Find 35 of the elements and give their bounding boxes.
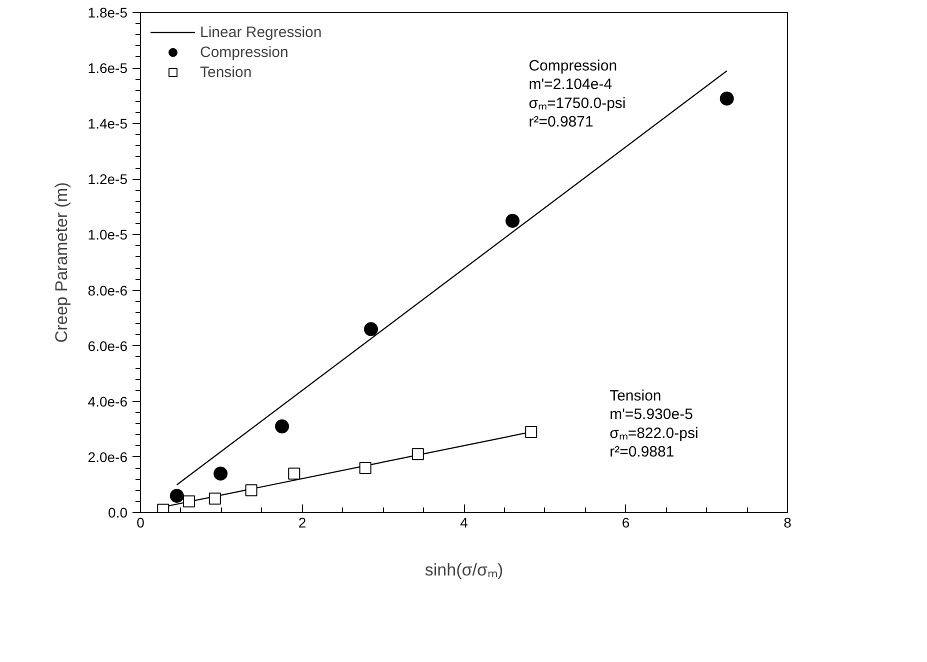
point [183,495,196,508]
point [214,466,228,481]
point [275,419,290,434]
point [506,214,520,228]
point [359,462,372,474]
point [525,426,538,438]
x-tick-label: 2 [298,514,306,530]
x-tick-label: 8 [784,514,792,530]
y-tick-label: 4.0e-6 [88,393,128,410]
point [364,322,378,336]
y-tick-label: 1.4e-5 [88,116,128,132]
y-tick-label: 0.0 [108,504,128,520]
annotation: Tension m'=5.930e-5 σₘ=822.0-psi r²=0.9881 [610,388,698,461]
x-tick-label: 4 [460,514,468,530]
point [412,448,424,460]
y-tick-label: 1.6e-5 [88,60,128,76]
point [208,492,221,505]
legend-label: Linear Regression [200,24,322,40]
x-tick-label: 6 [622,514,630,530]
y-tick-label: 2.0e-6 [88,448,128,465]
y-tick-label: 8.0e-6 [88,282,128,298]
point [720,92,734,106]
point [288,468,300,480]
y-tick-label: 1.2e-5 [88,171,128,188]
x-axis-title: sinh(σ/σₘ) [424,560,504,580]
y-tick-label: 1.0e-5 [88,226,128,243]
annotation: Compression m'=2.104e-4 σₘ=1750.0-psi r²=0.9871 [528,58,626,131]
point [245,484,258,496]
legend-label: Compression [200,44,288,60]
point [170,488,184,503]
x-tick-label: 0 [136,514,145,530]
legend-label: Tension [200,64,252,80]
y-tick-label: 6.0e-6 [88,338,128,354]
y-axis-title: Creep Parameter (m) [52,182,71,343]
y-tick-label: 1.8e-5 [88,4,128,20]
